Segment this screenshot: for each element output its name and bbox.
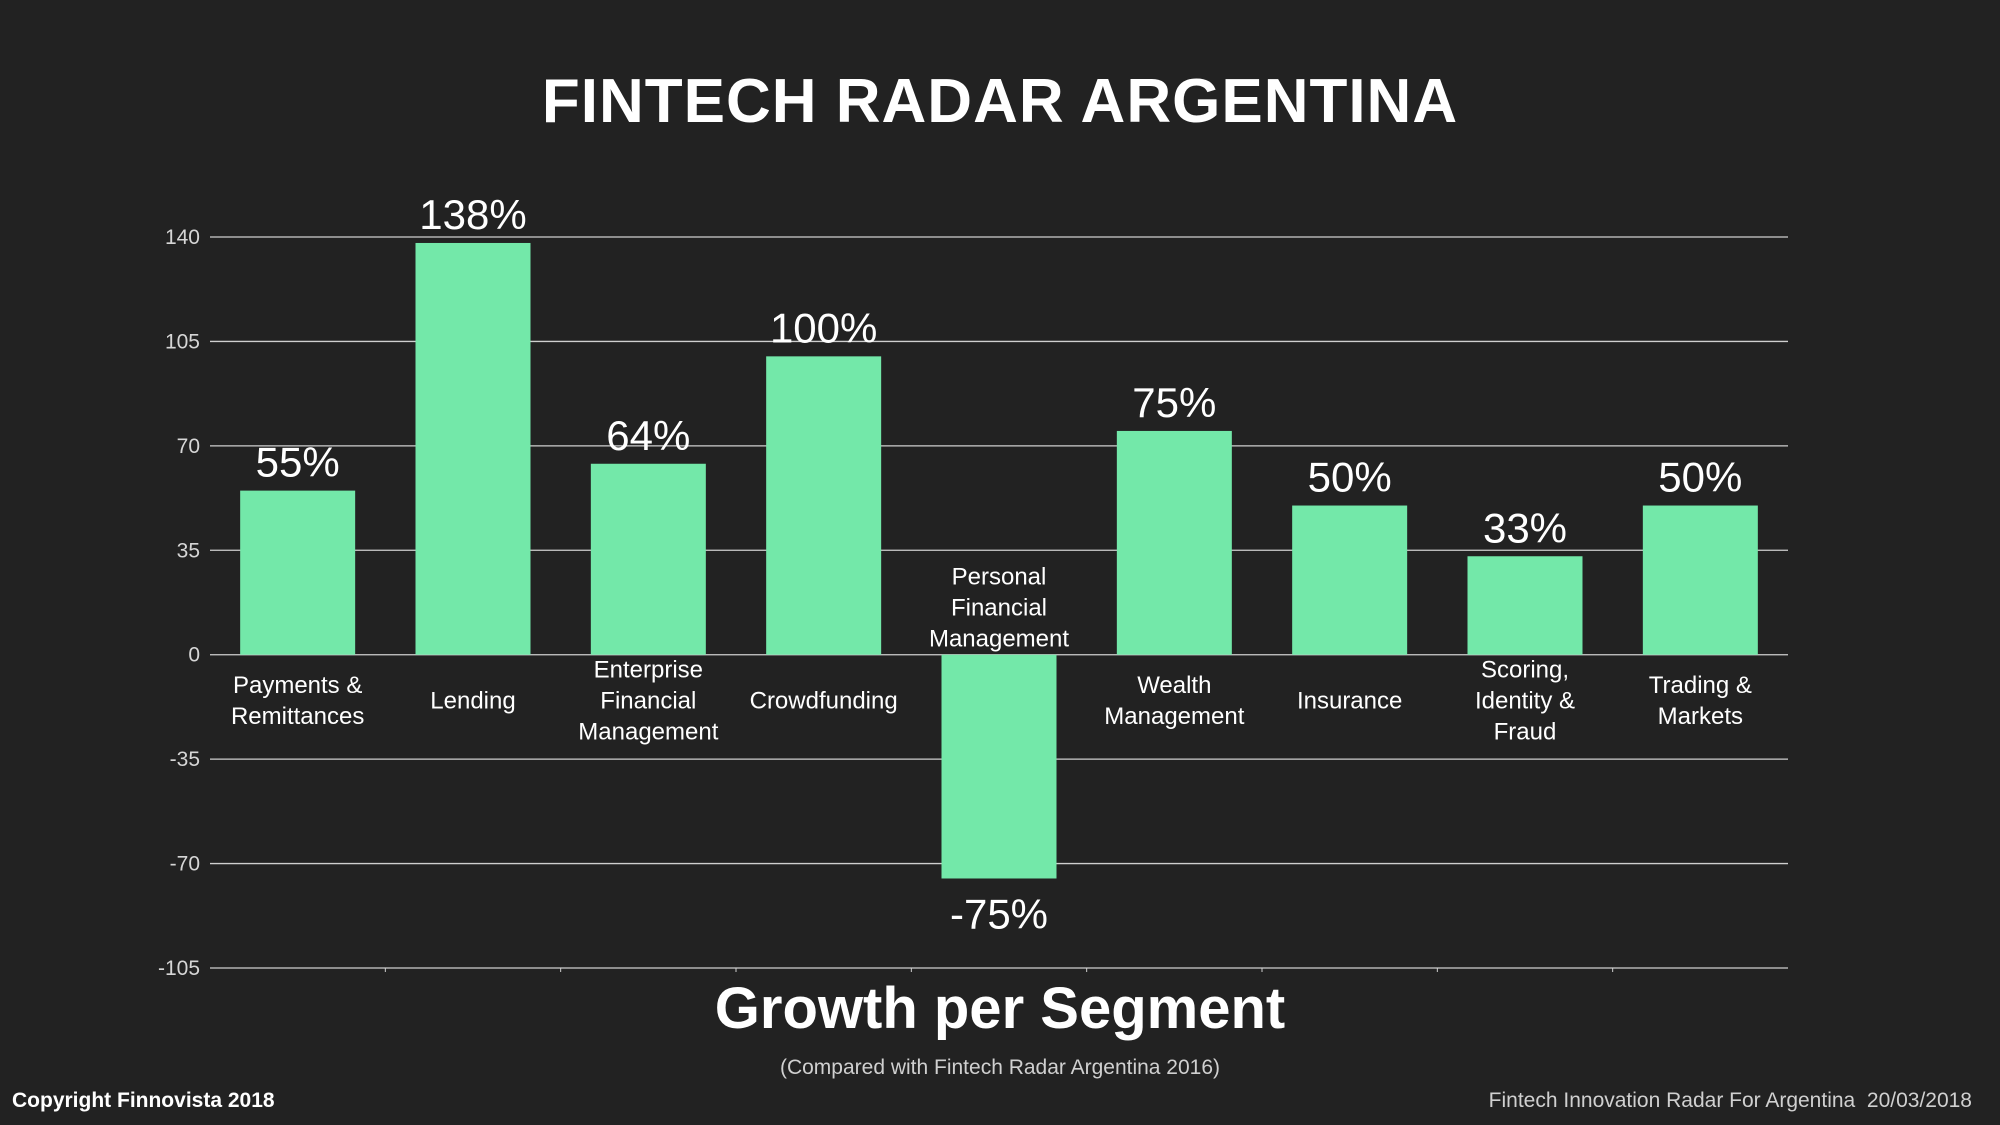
bar-7 <box>1467 556 1583 655</box>
category-label-line: Trading & <box>1649 672 1752 699</box>
category-label: Wealth Management <box>1104 672 1244 730</box>
category-label-line: Personal <box>952 564 1047 591</box>
category-label-line: Insurance <box>1297 688 1402 715</box>
category-label-line: Financial <box>600 688 696 715</box>
data-label: 55% <box>256 439 340 486</box>
category-label: Payments & Remittances <box>231 672 364 730</box>
y-tick-label: 140 <box>165 226 200 249</box>
bar-1 <box>415 242 531 655</box>
copyright-text: Copyright Finnovista 2018 <box>12 1089 275 1112</box>
footer-text: Fintech Innovation Radar For Argentina 2… <box>1488 1089 1972 1112</box>
bar-8 <box>1642 505 1758 655</box>
chart-subtitle: Growth per Segment <box>714 976 1286 1041</box>
category-label-line: Management <box>929 626 1069 653</box>
category-label-line: Enterprise <box>594 657 703 684</box>
y-tick-label: 105 <box>165 330 200 353</box>
chart-title: FINTECH RADAR ARGENTINA <box>541 67 1459 136</box>
bar-3 <box>766 356 882 655</box>
category-label-line: Financial <box>951 595 1047 622</box>
category-label-line: Management <box>578 719 718 746</box>
category-label: Lending <box>430 688 515 715</box>
bar-4 <box>941 654 1057 879</box>
category-label-line: Lending <box>430 688 515 715</box>
y-tick-label: -70 <box>170 853 200 876</box>
category-label-line: Remittances <box>231 703 364 730</box>
category-label-line: Scoring, <box>1481 657 1569 684</box>
bar-5 <box>1116 430 1232 655</box>
data-label: 100% <box>770 304 877 351</box>
category-label-line: Wealth <box>1137 672 1211 699</box>
category-label: Crowdfunding <box>750 688 898 715</box>
y-tick-label: -105 <box>158 957 200 980</box>
bar-0 <box>240 490 356 655</box>
data-label: -75% <box>950 890 1048 937</box>
category-label-line: Payments & <box>233 672 362 699</box>
category-label-line: Markets <box>1658 703 1743 730</box>
category-label: Personal Financial Management <box>929 564 1069 653</box>
bar-2 <box>590 463 706 655</box>
data-label: 50% <box>1308 454 1392 501</box>
y-tick-label: 0 <box>188 644 200 667</box>
y-tick-label: 70 <box>177 435 200 458</box>
y-tick-label: 35 <box>177 539 200 562</box>
category-label-line: Identity & <box>1475 688 1575 715</box>
bar-6 <box>1292 505 1408 655</box>
data-label: 64% <box>606 412 690 459</box>
category-label: Insurance <box>1297 688 1402 715</box>
category-label: Trading & Markets <box>1649 672 1752 730</box>
data-label: 50% <box>1658 454 1742 501</box>
category-label: Scoring, Identity & Fraud <box>1475 657 1575 746</box>
y-tick-label: -35 <box>170 748 200 771</box>
category-label-line: Management <box>1104 703 1244 730</box>
data-label: 138% <box>419 191 526 238</box>
comparison-note: (Compared with Fintech Radar Argentina 2… <box>779 1056 1221 1079</box>
category-label-line: Crowdfunding <box>750 688 898 715</box>
data-label: 75% <box>1132 379 1216 426</box>
data-label: 33% <box>1483 504 1567 551</box>
category-label: Enterprise Financial Management <box>578 657 718 746</box>
category-label-line: Fraud <box>1494 719 1557 746</box>
